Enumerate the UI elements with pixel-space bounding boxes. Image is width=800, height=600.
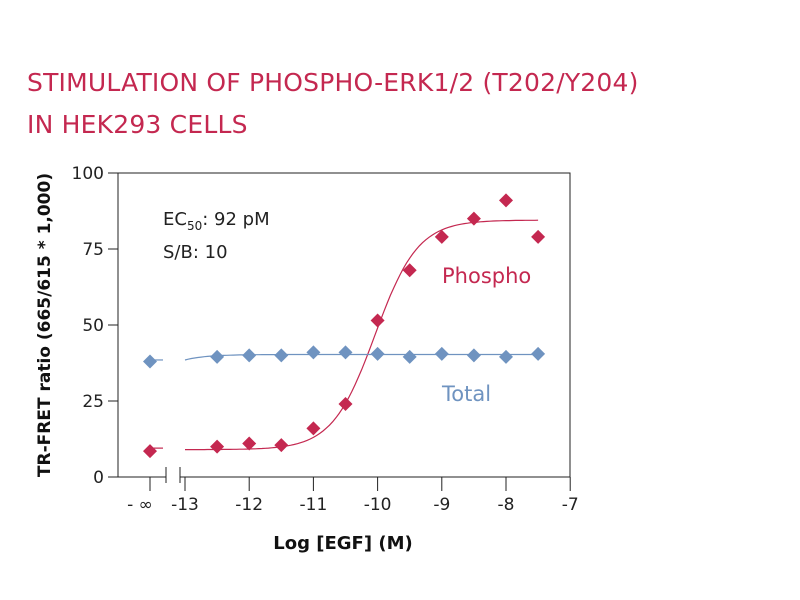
data-point-total	[210, 349, 225, 364]
chart-axes: - ∞ Log [EGF] (M) TR-FRET ratio (665/615…	[35, 172, 571, 554]
data-point-phospho	[242, 436, 257, 451]
data-point-phospho	[434, 229, 449, 244]
data-point-total	[531, 346, 546, 361]
x-tick-label: -13	[171, 495, 199, 515]
data-point-phospho	[499, 193, 513, 208]
x-axis-break-gap	[166, 470, 180, 482]
data-point-total-zero-dose	[143, 354, 157, 369]
x-tick-label: -11	[300, 495, 328, 515]
data-point-total	[434, 346, 449, 361]
data-point-phospho	[210, 439, 225, 454]
chart-title-line-2: IN HEK293 CELLS	[27, 110, 248, 139]
y-tick-label: 50	[82, 316, 104, 336]
y-axis-label: TR-FRET ratio (665/615 * 1,000)	[35, 173, 55, 477]
x-axis-label: Log [EGF] (M)	[273, 533, 412, 554]
x-tick-label: -8	[498, 495, 515, 515]
x-break-label: - ∞	[127, 495, 153, 515]
x-tick-label: -7	[562, 495, 579, 515]
data-point-total	[274, 348, 289, 363]
y-tick-label: 75	[82, 240, 104, 260]
sb-annotation: S/B: 10	[163, 242, 228, 263]
data-point-total	[370, 346, 385, 361]
data-point-phospho	[466, 211, 481, 226]
data-point-total	[402, 349, 417, 364]
fit-curve-phospho	[185, 219, 539, 451]
fit-curve-total	[184, 353, 539, 361]
data-point-phospho	[306, 421, 321, 436]
y-tick-label: 100	[72, 164, 104, 184]
x-tick-label: -9	[433, 495, 450, 515]
data-point-total	[242, 348, 257, 363]
y-tick-label: 25	[82, 392, 104, 412]
y-tick-label: 0	[93, 468, 104, 488]
data-point-phospho	[402, 263, 417, 278]
data-point-phospho	[274, 438, 289, 453]
ec50-annotation: EC50: 92 pM	[163, 209, 270, 233]
x-tick-label: -10	[364, 495, 392, 515]
data-point-phospho-zero-dose	[143, 444, 157, 459]
legend-phospho-label: Phospho	[442, 264, 531, 288]
data-point-phospho	[338, 397, 353, 412]
data-point-phospho	[531, 229, 546, 244]
chart-labels: EC50: 92 pM S/B: 10 Phospho Total	[163, 209, 531, 406]
data-point-total	[466, 348, 481, 363]
data-point-phospho	[370, 313, 385, 328]
chart-title-line-1: STIMULATION OF PHOSPHO-ERK1/2 (T202/Y204…	[27, 68, 639, 97]
chart-points	[143, 193, 546, 459]
chart-title: STIMULATION OF PHOSPHO-ERK1/2 (T202/Y204…	[27, 62, 639, 146]
chart-ticks: -13 -12 -11 -10 -9 -8 -7 0 25 50 75 100	[72, 164, 579, 515]
data-point-total	[338, 345, 353, 360]
x-tick-label: -12	[235, 495, 263, 515]
legend-total-label: Total	[441, 382, 491, 406]
data-point-total	[306, 345, 321, 360]
data-point-total	[499, 349, 513, 364]
